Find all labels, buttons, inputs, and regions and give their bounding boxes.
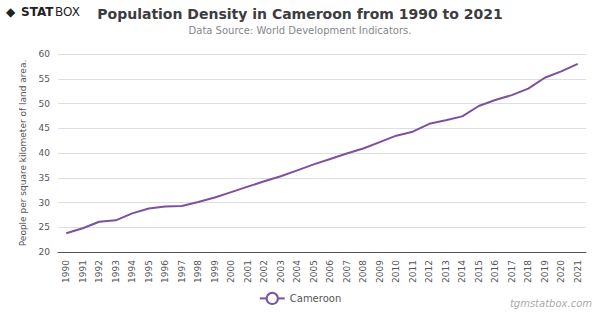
svg-text:45: 45 bbox=[39, 123, 50, 133]
svg-text:1998: 1998 bbox=[193, 260, 203, 283]
svg-text:35: 35 bbox=[39, 173, 50, 183]
svg-text:2003: 2003 bbox=[276, 260, 286, 283]
svg-text:2001: 2001 bbox=[243, 260, 253, 283]
svg-text:1999: 1999 bbox=[210, 260, 220, 283]
svg-text:2012: 2012 bbox=[424, 260, 434, 283]
svg-text:2014: 2014 bbox=[457, 260, 467, 283]
svg-text:Population Density in Cameroon: Population Density in Cameroon from 1990… bbox=[97, 6, 502, 22]
svg-text:2010: 2010 bbox=[391, 260, 401, 283]
svg-text:2005: 2005 bbox=[309, 260, 319, 283]
svg-text:1990: 1990 bbox=[61, 260, 71, 283]
svg-text:1996: 1996 bbox=[160, 260, 170, 283]
svg-text:2017: 2017 bbox=[507, 260, 517, 283]
svg-text:2013: 2013 bbox=[441, 260, 451, 283]
svg-text:BOX: BOX bbox=[55, 5, 80, 19]
svg-text:Cameroon: Cameroon bbox=[290, 293, 341, 304]
svg-text:2018: 2018 bbox=[523, 260, 533, 283]
svg-text:30: 30 bbox=[39, 198, 51, 208]
svg-text:1992: 1992 bbox=[94, 260, 104, 283]
svg-text:2011: 2011 bbox=[408, 260, 418, 283]
svg-text:Data Source: World Development: Data Source: World Development Indicator… bbox=[189, 25, 412, 36]
svg-text:2002: 2002 bbox=[259, 260, 269, 283]
svg-text:55: 55 bbox=[39, 74, 50, 84]
svg-text:1993: 1993 bbox=[111, 260, 121, 283]
svg-text:1995: 1995 bbox=[144, 260, 154, 283]
svg-text:People per square kilometer of: People per square kilometer of land area… bbox=[18, 60, 28, 247]
svg-text:2007: 2007 bbox=[342, 260, 352, 283]
svg-text:1994: 1994 bbox=[127, 260, 137, 283]
svg-text:2019: 2019 bbox=[540, 260, 550, 283]
svg-text:60: 60 bbox=[39, 49, 51, 59]
svg-text:2015: 2015 bbox=[474, 260, 484, 283]
svg-text:1991: 1991 bbox=[78, 260, 88, 283]
svg-text:2016: 2016 bbox=[490, 260, 500, 283]
svg-text:2006: 2006 bbox=[325, 260, 335, 283]
svg-text:2008: 2008 bbox=[358, 260, 368, 283]
svg-text:◆: ◆ bbox=[6, 5, 16, 19]
svg-text:2020: 2020 bbox=[556, 260, 566, 283]
svg-text:40: 40 bbox=[39, 148, 51, 158]
svg-text:STAT: STAT bbox=[21, 5, 54, 19]
svg-text:2000: 2000 bbox=[226, 260, 236, 283]
svg-text:2009: 2009 bbox=[375, 260, 385, 283]
svg-text:1997: 1997 bbox=[177, 260, 187, 283]
svg-text:20: 20 bbox=[39, 247, 51, 257]
svg-text:2021: 2021 bbox=[573, 260, 583, 283]
svg-text:25: 25 bbox=[39, 222, 50, 232]
svg-text:50: 50 bbox=[39, 99, 51, 109]
svg-text:2004: 2004 bbox=[292, 260, 302, 283]
svg-text:tgmstatbox.com: tgmstatbox.com bbox=[510, 298, 592, 309]
